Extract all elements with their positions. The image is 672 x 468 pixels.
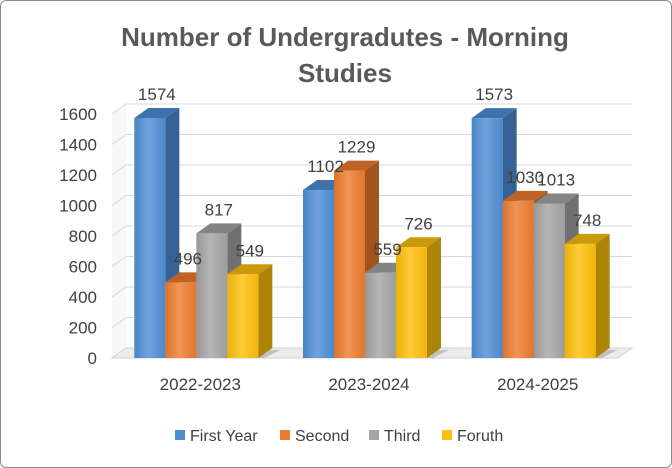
y-tick-label: 1400 (59, 136, 97, 155)
bar (396, 237, 449, 358)
data-label: 1013 (537, 171, 575, 190)
gridline (111, 134, 632, 145)
gridline (111, 317, 632, 328)
gridline (111, 225, 632, 237)
y-tick-label: 1600 (59, 105, 97, 124)
y-tick-label: 1200 (59, 166, 97, 185)
x-tick-label: 2022-2023 (160, 375, 241, 394)
y-tick-label: 400 (69, 288, 97, 307)
legend-item: Third (369, 428, 420, 445)
y-tick-label: 200 (69, 319, 97, 338)
legend-swatch (175, 430, 185, 440)
x-tick-label: 2024-2025 (497, 375, 578, 394)
gridline (111, 256, 632, 267)
y-axis: 0 200 400 600 800 1000 1200 1400 1600 (59, 105, 97, 368)
chart-title: Number of Undergradutes - Morning Studie… (121, 22, 569, 88)
data-label: 1102 (307, 157, 344, 176)
chart-title-line-2: Studies (298, 58, 392, 88)
legend-label: Foruth (457, 428, 503, 445)
legend-swatch (369, 430, 379, 440)
data-label: 1573 (475, 85, 513, 104)
y-tick-label: 800 (69, 227, 97, 246)
legend-swatch (442, 430, 452, 440)
legend-item: Foruth (442, 428, 503, 445)
y-tick-label: 600 (69, 258, 97, 277)
legend-item: First Year (175, 428, 258, 445)
gridline (111, 286, 632, 298)
data-label: 817 (205, 200, 233, 219)
data-label: 748 (573, 211, 601, 230)
data-label: 496 (174, 249, 202, 268)
x-axis: 2022-2023 2023-2024 2024-2025 (160, 375, 579, 394)
bar (227, 264, 281, 358)
bar (564, 233, 618, 358)
legend-label: First Year (190, 428, 258, 445)
data-label: 726 (404, 214, 432, 233)
y-tick-label: 0 (88, 349, 97, 368)
legend: First Year Second Third Foruth (175, 428, 503, 445)
gridline (111, 164, 632, 176)
chart-title-line-1: Number of Undergradutes - Morning (121, 22, 569, 52)
y-tick-label: 1000 (59, 197, 97, 216)
data-label: 1229 (338, 138, 376, 157)
data-label: 1574 (138, 85, 176, 104)
gridline (111, 103, 632, 115)
bars (134, 107, 618, 359)
gridline (111, 195, 632, 206)
legend-label: Third (384, 428, 420, 445)
legend-label: Second (295, 428, 349, 445)
data-label: 1030 (506, 168, 544, 187)
data-label: 549 (236, 241, 264, 260)
bar (196, 223, 250, 358)
legend-item: Second (280, 428, 349, 445)
legend-swatch (280, 430, 290, 440)
x-tick-label: 2023-2024 (328, 375, 409, 394)
data-label: 559 (373, 240, 401, 259)
